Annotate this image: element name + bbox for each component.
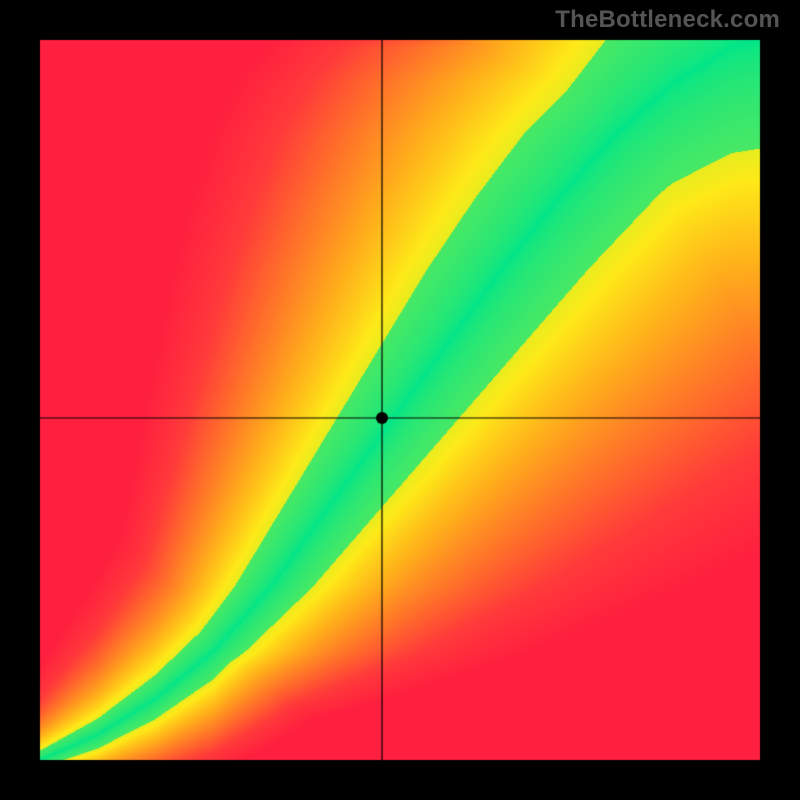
watermark-text: TheBottleneck.com [555, 6, 780, 34]
chart-container: TheBottleneck.com [0, 0, 800, 800]
bottleneck-heatmap-canvas [0, 0, 800, 800]
